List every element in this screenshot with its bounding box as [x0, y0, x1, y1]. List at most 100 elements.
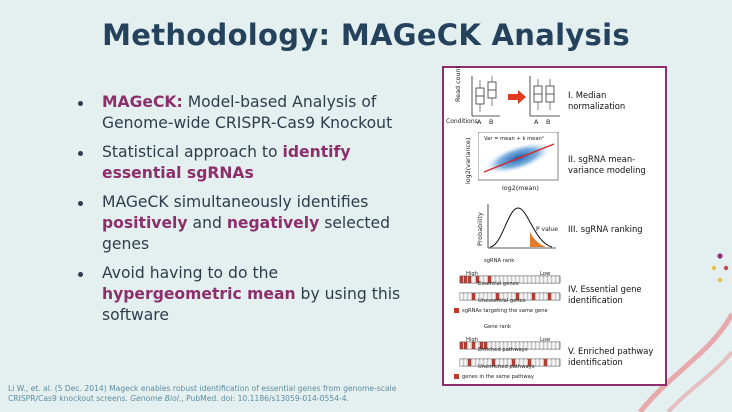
dna-strand-decoration [666, 350, 732, 412]
rank-cell [551, 341, 556, 350]
panel1-conditions-label: Conditions [446, 118, 478, 125]
rank-cell [519, 292, 524, 301]
rank-cell [471, 275, 476, 284]
panel4-rank-bars [454, 275, 561, 313]
rank-cell [463, 292, 468, 301]
panel1-cond-a: A [477, 118, 482, 126]
rank-cell [547, 292, 552, 301]
rank-cell [543, 292, 548, 301]
rank-cell [467, 275, 472, 284]
highlight-text: identify essential sgRNAs [102, 143, 351, 182]
rank-cell [491, 358, 496, 367]
bullet-dot [78, 272, 83, 277]
highlight-text: negatively [226, 214, 320, 232]
rank-cell [471, 292, 476, 301]
rank-cell [467, 292, 472, 301]
panel4-legend: sgRNAs targeting the same gene [462, 308, 548, 314]
rank-cell [515, 275, 520, 284]
rank-cell [463, 275, 468, 284]
bullet-text: Model-based Analysis of Genome-wide CRIS… [102, 93, 393, 132]
rank-cell [507, 275, 512, 284]
highlight-text: MAGeCK: [102, 93, 183, 111]
rank-cell [519, 275, 524, 284]
rank-cell [555, 341, 560, 350]
citation: Li W., et. al. (5 Dec. 2014) Mageck enab… [8, 384, 428, 404]
rank-cell [507, 358, 512, 367]
panel5-rank-bars [454, 341, 561, 379]
rank-cell [459, 292, 464, 301]
rank-cell [479, 341, 484, 350]
rank-cell [523, 341, 528, 350]
rank-cell [519, 358, 524, 367]
rank-cell [487, 275, 492, 284]
rank-cell [535, 358, 540, 367]
rank-cell [495, 292, 500, 301]
panel1-cond-b2: B [546, 118, 551, 126]
rank-cell [479, 292, 484, 301]
panel1-ylabel: Read count [454, 65, 462, 102]
citation-text: Li W., et. al. (5 Dec. 2014) Mageck enab… [8, 384, 397, 403]
citation-doi: , PubMed. doi: 10.1186/s13059-014-0554-4… [181, 394, 349, 403]
rank-cell [487, 358, 492, 367]
dot-decoration [723, 265, 729, 271]
bullet-dot [78, 151, 83, 156]
rank-cell [535, 292, 540, 301]
rank-cell [511, 292, 516, 301]
rank-cell [459, 341, 464, 350]
dot-decoration [717, 253, 723, 259]
rank-cell [535, 341, 540, 350]
panel5-low: Low [540, 337, 551, 343]
panel2-scatter [478, 132, 559, 181]
rank-cell [547, 358, 552, 367]
panel5-rank-label: Gene rank [484, 324, 511, 330]
bullet-list: MAGeCK: Model-based Analysis of Genome-w… [78, 92, 408, 334]
rank-cell [467, 341, 472, 350]
rank-cell [503, 292, 508, 301]
bullet-dot [78, 201, 83, 206]
panel1-boxplots [471, 76, 560, 117]
rank-cell [527, 341, 532, 350]
rank-cell [507, 292, 512, 301]
rank-cell [495, 341, 500, 350]
bullet-text: Avoid having to do the [102, 264, 279, 282]
rank-cell [555, 275, 560, 284]
panel4-unessential: Unessential genes [478, 298, 526, 304]
rank-cell [543, 358, 548, 367]
rank-cell [523, 275, 528, 284]
rank-cell [539, 275, 544, 284]
rank-cell [479, 358, 484, 367]
panel5-unenriched: Unenriched pathways [478, 364, 535, 370]
rank-cell [483, 341, 488, 350]
rank-cell [483, 292, 488, 301]
panel5-legend: genes in the same pathway [462, 374, 534, 380]
rank-cell [523, 292, 528, 301]
dna-strand-decoration [638, 312, 732, 412]
rank-cell [483, 358, 488, 367]
rank-cell [531, 341, 536, 350]
highlight-text: positively [102, 214, 188, 232]
rank-cell [531, 275, 536, 284]
rank-cell [487, 341, 492, 350]
rank-cell [503, 341, 508, 350]
bullet-text: selected genes [102, 214, 391, 253]
step-label-essential-gene: IV. Essential gene identification [568, 284, 642, 305]
rank-cell [515, 358, 520, 367]
bullet-text: and [187, 214, 227, 232]
step-label-sgrna-ranking: III. sgRNA ranking [568, 224, 643, 234]
rank-cell [503, 358, 508, 367]
rank-cell [547, 275, 552, 284]
bullet-dot [78, 101, 83, 106]
rank-cell [511, 358, 516, 367]
step-label-enriched-pathway: V. Enriched pathway identification [568, 346, 654, 367]
panel3-pvalue: P value [536, 226, 558, 233]
rank-cell [511, 341, 516, 350]
rank-cell [515, 292, 520, 301]
rank-cell [543, 275, 548, 284]
rank-cell [463, 358, 468, 367]
citation-journal: Genome Biol. [130, 394, 182, 403]
dot-decoration [711, 265, 717, 271]
panel3-ylabel: Probability [476, 212, 484, 246]
bullet-text: Statistical approach to [102, 143, 283, 161]
rank-cell [479, 275, 484, 284]
